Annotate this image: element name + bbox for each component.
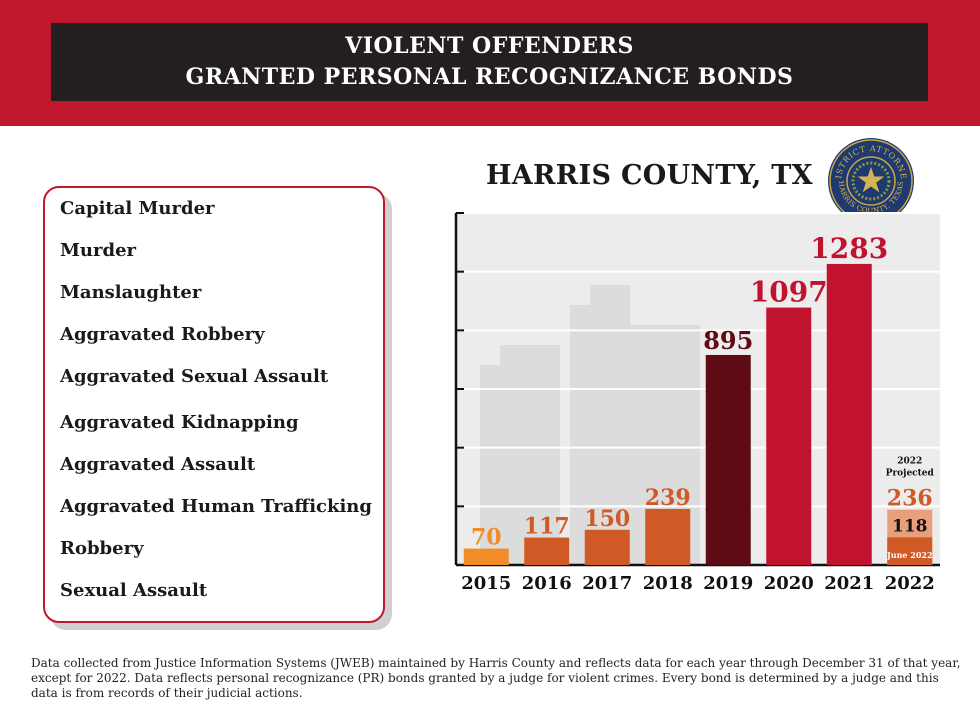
chart-subtitle: HARRIS COUNTY, TX — [486, 160, 813, 191]
x-tick-label-2018: 2018 — [643, 573, 693, 594]
crime-item: Aggravated Assault — [60, 454, 256, 475]
data-label-2020: 1097 — [750, 276, 828, 309]
crime-item: Aggravated Kidnapping — [60, 412, 299, 433]
x-tick-label-2020: 2020 — [764, 573, 814, 594]
bar-2016 — [524, 537, 570, 565]
x-tick-label-2022: 2022 — [885, 573, 935, 594]
x-tick-label-2016: 2016 — [522, 573, 572, 594]
data-label-2019: 895 — [703, 326, 753, 355]
crime-list-panel: Capital Murder Murder Manslaughter Aggra… — [43, 186, 385, 623]
crime-item: Aggravated Robbery — [60, 324, 265, 345]
crime-item: Capital Murder — [60, 198, 215, 219]
crime-item: Murder — [60, 240, 137, 261]
x-tick-label-2019: 2019 — [703, 573, 753, 594]
bar-2020 — [766, 307, 812, 565]
data-label-2018: 239 — [645, 485, 691, 511]
x-tick-label-2017: 2017 — [582, 573, 632, 594]
background-building — [590, 285, 630, 565]
bar-2022-actual — [887, 537, 933, 565]
label-2022-projected-line2: Projected — [886, 469, 935, 479]
bar-2019 — [705, 354, 751, 565]
x-tick-label-2021: 2021 — [824, 573, 874, 594]
x-tick-label-2015: 2015 — [461, 573, 511, 594]
crime-item: Sexual Assault — [60, 580, 208, 601]
crime-item: Aggravated Human Trafficking — [60, 496, 372, 517]
bar-2017 — [584, 529, 630, 565]
crime-item: Manslaughter — [60, 282, 202, 303]
data-label-2021: 1283 — [810, 232, 888, 265]
label-2022-projected-line1: 2022 — [897, 457, 922, 467]
title-banner: VIOLENT OFFENDERS GRANTED PERSONAL RECOG… — [51, 23, 928, 101]
background-building — [500, 345, 560, 565]
data-label-2022: 236 — [887, 486, 933, 512]
bar-chart: 70 2015 117 2016 150 2017 239 2018 895 2019 1097 20… — [454, 212, 940, 594]
data-label-2015: 70 — [471, 525, 502, 551]
data-label-2017: 150 — [584, 506, 630, 532]
data-label-2016: 117 — [524, 514, 570, 540]
footnote: Data collected from Justice Information … — [31, 656, 961, 700]
title-line-2: GRANTED PERSONAL RECOGNIZANCE BONDS — [185, 64, 794, 90]
title-line-1: VIOLENT OFFENDERS — [345, 33, 634, 59]
crime-item: Robbery — [60, 538, 144, 559]
label-2022-june-note: June 2022 — [886, 550, 933, 560]
crime-item: Aggravated Sexual Assault — [60, 366, 329, 387]
bar-2018 — [645, 508, 691, 565]
district-attorney-seal-icon: DISTRICT ATTORNEY HARRIS COUNTY, TEXAS — [827, 137, 914, 224]
data-label-2022-actual: 118 — [892, 516, 928, 536]
bar-2021 — [826, 263, 872, 565]
bar-2015 — [463, 548, 509, 565]
